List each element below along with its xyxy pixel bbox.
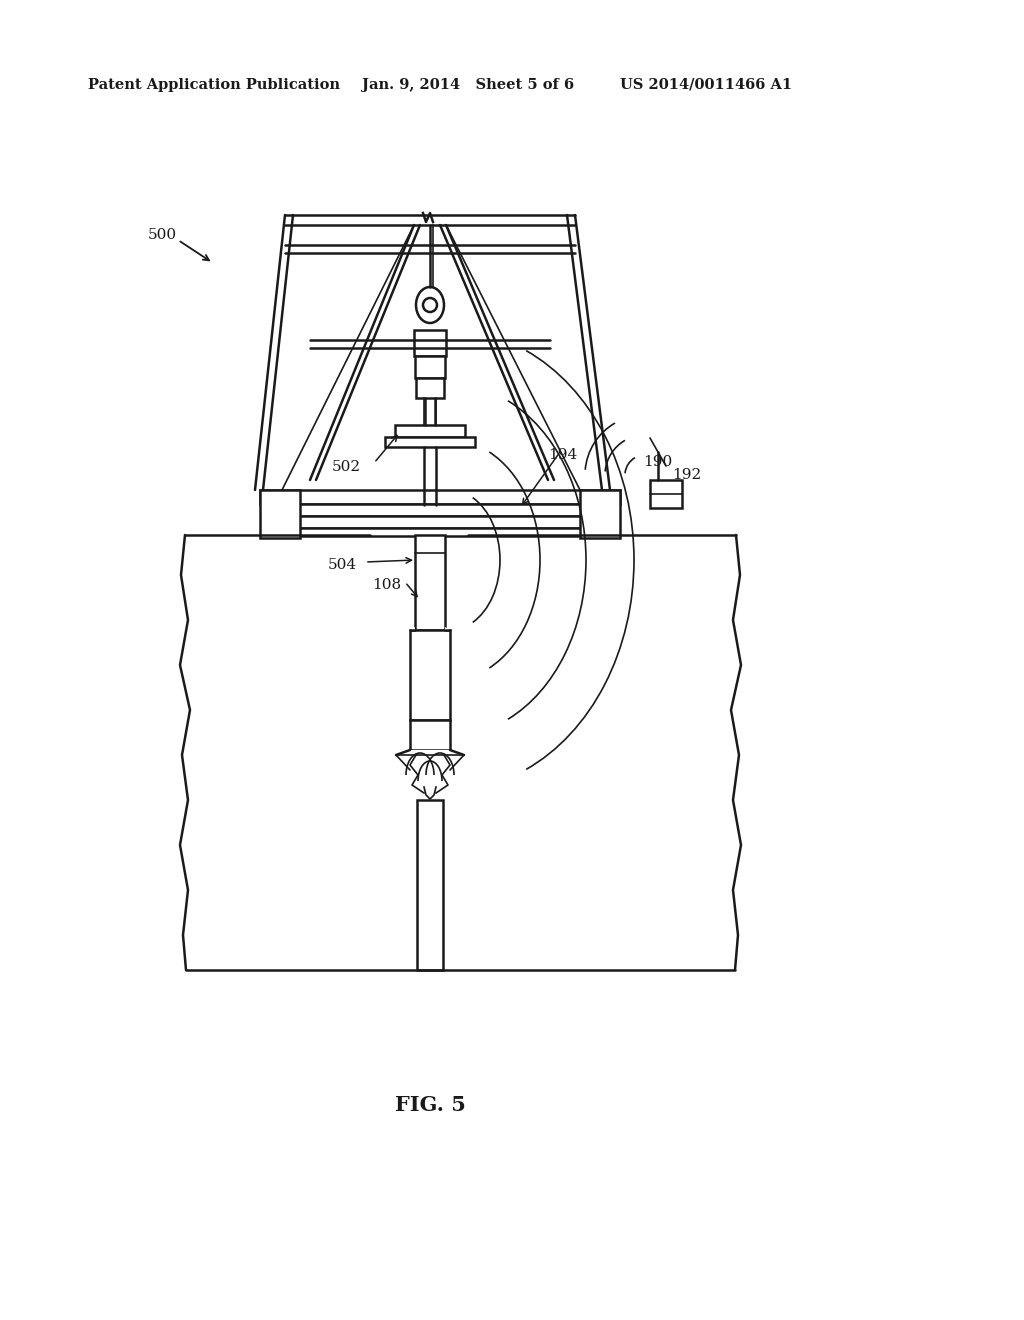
Bar: [260, 490, 620, 504]
Bar: [278, 516, 602, 528]
Text: 190: 190: [643, 455, 672, 469]
Polygon shape: [410, 627, 415, 630]
Bar: [268, 504, 612, 516]
Bar: [410, 630, 450, 719]
Text: 108: 108: [372, 578, 401, 591]
Text: Jan. 9, 2014   Sheet 5 of 6: Jan. 9, 2014 Sheet 5 of 6: [362, 78, 574, 92]
Bar: [410, 719, 450, 750]
Polygon shape: [445, 627, 450, 630]
Bar: [395, 425, 465, 437]
Bar: [650, 480, 682, 508]
Bar: [415, 535, 445, 630]
Text: US 2014/0011466 A1: US 2014/0011466 A1: [620, 78, 793, 92]
Polygon shape: [396, 750, 464, 755]
Text: 500: 500: [148, 228, 177, 242]
Ellipse shape: [423, 298, 437, 312]
Text: 502: 502: [332, 459, 361, 474]
Bar: [580, 490, 620, 539]
Bar: [288, 528, 592, 536]
Text: Patent Application Publication: Patent Application Publication: [88, 78, 340, 92]
Bar: [385, 437, 475, 447]
Bar: [417, 800, 443, 970]
Bar: [416, 378, 444, 399]
Text: 192: 192: [672, 469, 701, 482]
Bar: [260, 490, 300, 539]
Text: FIG. 5: FIG. 5: [394, 1096, 466, 1115]
Bar: [415, 356, 445, 378]
Text: 194: 194: [548, 447, 578, 462]
Bar: [414, 330, 446, 356]
Text: 504: 504: [328, 558, 357, 572]
Ellipse shape: [416, 286, 444, 323]
